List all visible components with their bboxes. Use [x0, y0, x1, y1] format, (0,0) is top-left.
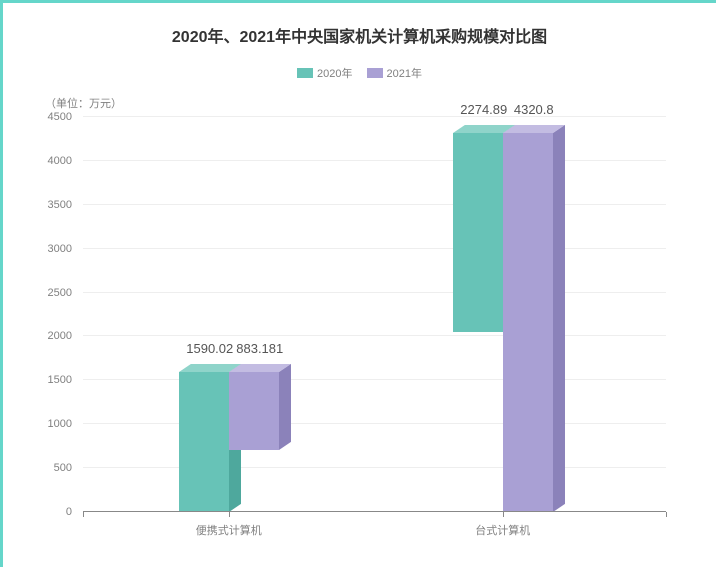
- legend-item-2020: 2020年: [297, 65, 352, 81]
- y-axis: 050010001500200025003000350040004500: [33, 117, 78, 512]
- bar-value-label: 883.181: [200, 341, 320, 356]
- bar-value-label: 4320.8: [474, 102, 594, 117]
- y-tick-label: 2000: [48, 330, 72, 342]
- y-tick-label: 3000: [48, 243, 72, 255]
- bars-layer: 1590.02883.1812274.894320.8: [83, 117, 666, 512]
- y-tick-label: 4000: [48, 155, 72, 167]
- legend-label-2020: 2020年: [317, 65, 352, 81]
- legend-item-2021: 2021年: [367, 65, 422, 81]
- x-category-label: 台式计算机: [475, 522, 530, 538]
- x-tick-mark: [666, 512, 667, 517]
- legend-swatch-2021: [367, 68, 383, 78]
- y-tick-label: 1500: [48, 374, 72, 386]
- y-tick-label: 2500: [48, 287, 72, 299]
- plot-area: 050010001500200025003000350040004500 159…: [83, 117, 666, 512]
- bar: 4320.8: [503, 133, 553, 512]
- legend-swatch-2020: [297, 68, 313, 78]
- bar: 2274.89: [453, 133, 503, 333]
- y-tick-label: 0: [66, 506, 72, 518]
- x-axis-line: [83, 511, 666, 512]
- bar: 883.181: [229, 372, 279, 450]
- x-tick-mark: [229, 512, 230, 517]
- y-tick-label: 3500: [48, 199, 72, 211]
- bar-group: 2274.894320.8: [453, 133, 553, 512]
- x-tick-mark: [83, 512, 84, 517]
- y-tick-label: 500: [54, 462, 72, 474]
- y-tick-label: 1000: [48, 418, 72, 430]
- chart-container: 2020年、2021年中央国家机关计算机采购规模对比图 2020年 2021年 …: [0, 0, 716, 567]
- x-tick-mark: [503, 512, 504, 517]
- y-tick-label: 4500: [48, 111, 72, 123]
- bar: 1590.02: [179, 372, 229, 512]
- legend-label-2021: 2021年: [387, 65, 422, 81]
- x-category-label: 便携式计算机: [196, 522, 262, 538]
- legend: 2020年 2021年: [33, 65, 686, 81]
- bar-group: 1590.02883.181: [179, 372, 279, 512]
- chart-title: 2020年、2021年中央国家机关计算机采购规模对比图: [33, 23, 686, 47]
